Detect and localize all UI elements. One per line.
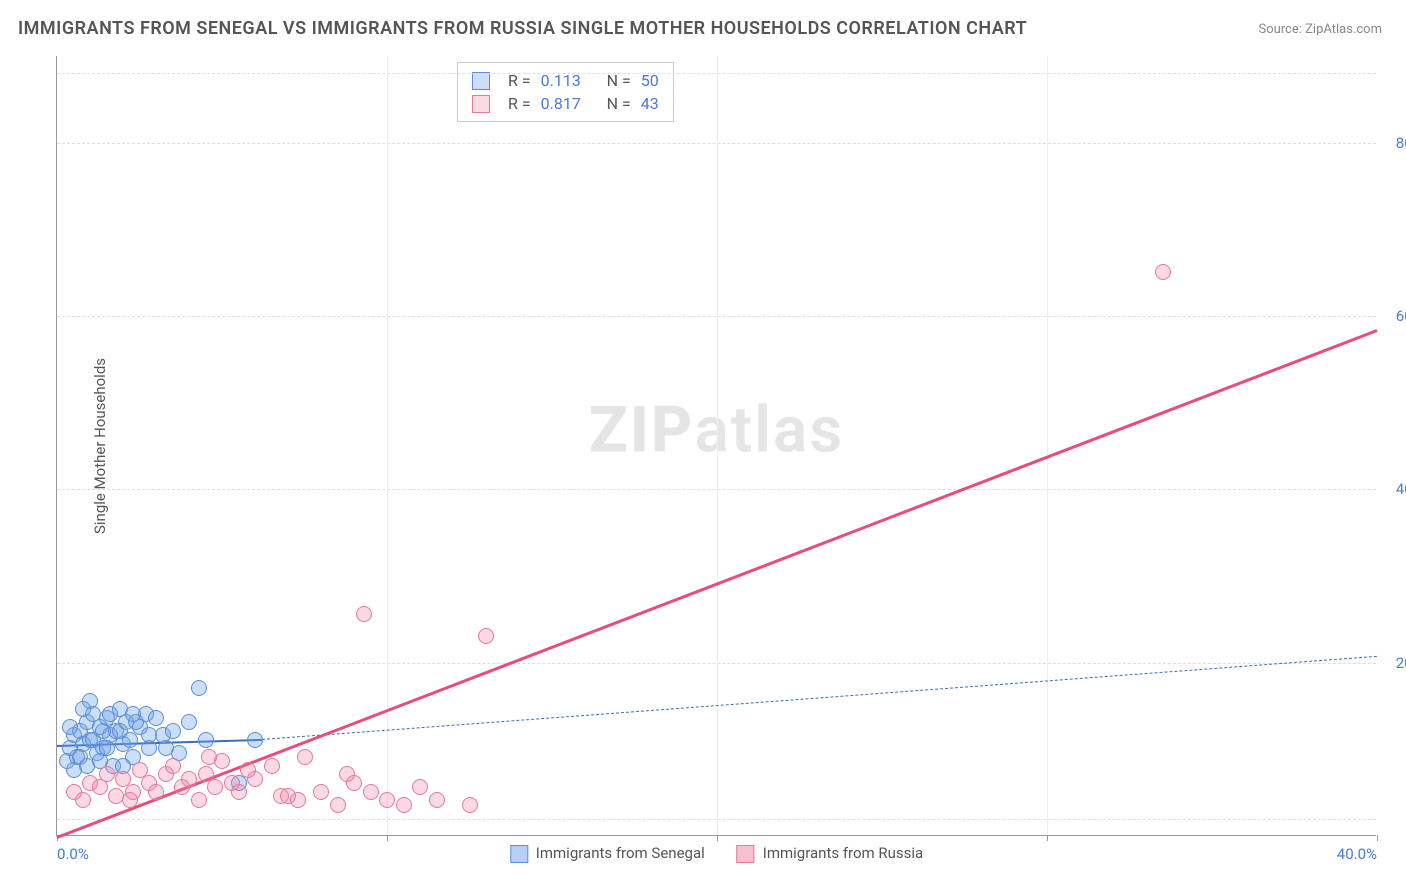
xtick <box>387 835 388 841</box>
scatter-point-russia <box>429 792 445 808</box>
stats-row-russia: R = 0.817 N = 43 <box>472 92 659 115</box>
scatter-point-senegal <box>62 719 78 735</box>
scatter-point-russia <box>264 758 280 774</box>
scatter-point-russia <box>330 797 346 813</box>
stat-n-value: 43 <box>641 94 659 113</box>
scatter-point-russia <box>412 779 428 795</box>
scatter-point-russia <box>1155 264 1171 280</box>
scatter-point-senegal <box>95 723 111 739</box>
scatter-point-russia <box>297 749 313 765</box>
xtick <box>1047 835 1048 841</box>
stat-n-label: N = <box>607 94 631 113</box>
xlegend-label: Immigrants from Senegal <box>536 844 705 862</box>
ytick-label: 80.0% <box>1396 134 1406 152</box>
xlegend-item: Immigrants from Senegal <box>510 844 705 863</box>
scatter-point-russia <box>478 628 494 644</box>
x-legend: Immigrants from Senegal Immigrants from R… <box>510 844 923 863</box>
scatter-point-senegal <box>158 740 174 756</box>
scatter-point-russia <box>290 792 306 808</box>
scatter-point-russia <box>231 784 247 800</box>
scatter-point-russia <box>191 792 207 808</box>
chart-title: IMMIGRANTS FROM SENEGAL VS IMMIGRANTS FR… <box>18 18 1027 39</box>
scatter-point-russia <box>339 766 355 782</box>
scatter-point-russia <box>165 758 181 774</box>
swatch-icon <box>510 845 528 863</box>
scatter-point-senegal <box>99 740 115 756</box>
scatter-point-russia <box>181 771 197 787</box>
scatter-point-senegal <box>125 706 141 722</box>
xtick <box>1377 835 1378 841</box>
source-label: Source: ZipAtlas.com <box>1258 22 1382 37</box>
scatter-point-russia <box>148 784 164 800</box>
stat-r-label: R = <box>508 94 531 113</box>
scatter-point-russia <box>99 766 115 782</box>
scatter-point-russia <box>122 792 138 808</box>
ytick-label: 60.0% <box>1396 307 1406 325</box>
swatch-icon <box>737 845 755 863</box>
gridline-v <box>387 56 388 835</box>
scatter-point-senegal <box>102 706 118 722</box>
scatter-point-russia <box>313 784 329 800</box>
scatter-point-russia <box>396 797 412 813</box>
scatter-point-senegal <box>79 758 95 774</box>
scatter-point-russia <box>273 788 289 804</box>
gridline-v <box>717 56 718 835</box>
gridline-v <box>1047 56 1048 835</box>
scatter-point-russia <box>363 784 379 800</box>
scatter-point-russia <box>75 792 91 808</box>
scatter-point-russia <box>247 771 263 787</box>
xlegend-item: Immigrants from Russia <box>737 844 923 863</box>
xtick <box>717 835 718 841</box>
xtick-label: 40.0% <box>1337 845 1377 863</box>
scatter-point-senegal <box>141 727 157 743</box>
plot-area: ZIPatlas R =0.113N =50R =0.817N =43 Immi… <box>56 56 1376 836</box>
scatter-point-senegal <box>247 732 263 748</box>
swatch-icon <box>472 95 490 113</box>
ytick-label: 40.0% <box>1396 480 1406 498</box>
scatter-point-russia <box>356 606 372 622</box>
scatter-point-senegal <box>75 701 91 717</box>
xlegend-label: Immigrants from Russia <box>763 844 923 862</box>
scatter-point-russia <box>207 779 223 795</box>
scatter-point-russia <box>201 749 217 765</box>
scatter-point-senegal <box>181 714 197 730</box>
scatter-point-senegal <box>112 723 128 739</box>
scatter-point-russia <box>379 792 395 808</box>
scatter-point-russia <box>462 797 478 813</box>
scatter-point-senegal <box>148 710 164 726</box>
ytick-label: 20.0% <box>1396 654 1406 672</box>
xtick-label: 0.0% <box>57 845 89 863</box>
scatter-point-senegal <box>165 723 181 739</box>
scatter-point-senegal <box>198 732 214 748</box>
regression-line <box>262 656 1377 740</box>
stats-legend: R =0.113N =50R =0.817N =43 <box>457 62 674 122</box>
scatter-point-senegal <box>191 680 207 696</box>
stat-r-value: 0.817 <box>541 94 597 113</box>
